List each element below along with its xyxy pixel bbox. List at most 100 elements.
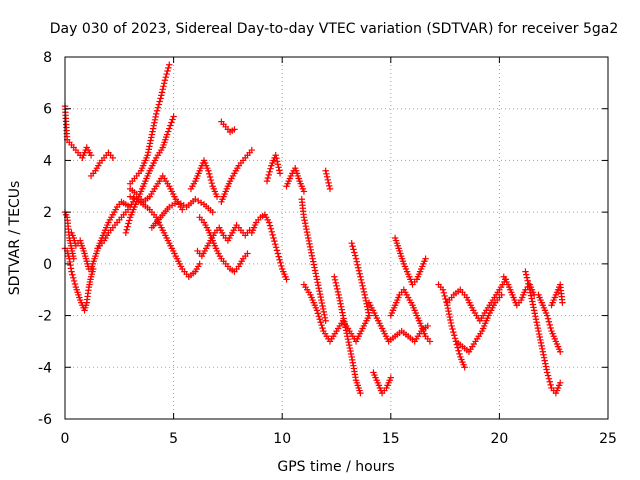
data-point [323, 173, 331, 181]
data-point [244, 250, 251, 257]
data-point [539, 348, 547, 355]
data-point [276, 170, 284, 177]
data-point [337, 303, 345, 310]
data-point [316, 290, 324, 298]
series-arc-v [322, 167, 334, 193]
series-arc-d [68, 229, 93, 273]
data-point [559, 299, 566, 306]
data-point [445, 310, 453, 318]
data-point [273, 247, 281, 254]
data-point [461, 364, 468, 371]
data-point [322, 317, 329, 324]
data-point [301, 220, 309, 227]
data-point [248, 146, 255, 154]
data-point [339, 312, 347, 319]
data-point [542, 360, 549, 367]
data-point [526, 286, 534, 293]
data-point [447, 319, 455, 327]
data-point [166, 125, 173, 132]
data-point [351, 249, 358, 256]
data-point [320, 308, 327, 316]
data-point [545, 318, 553, 325]
series-arc-ai [535, 291, 564, 355]
data-point [272, 241, 279, 248]
data-point [531, 310, 538, 317]
data-point [277, 259, 284, 267]
data-point [109, 154, 116, 162]
data-point [302, 222, 309, 230]
data-point [522, 271, 530, 278]
data-point [130, 194, 137, 202]
data-point [557, 379, 564, 386]
x-tick-label: 20 [490, 431, 508, 447]
data-point [271, 237, 278, 245]
data-point [321, 311, 328, 319]
data-point [455, 347, 462, 354]
data-point [160, 80, 168, 87]
data-point [272, 152, 279, 159]
data-point [325, 179, 332, 187]
data-point [314, 310, 322, 317]
data-point [274, 161, 282, 168]
data-point [353, 258, 360, 265]
data-point [524, 277, 531, 284]
x-tick-label: 15 [382, 431, 400, 447]
data-point [155, 101, 163, 108]
data-point [307, 246, 314, 254]
data-point [557, 348, 564, 355]
series-arc-g [94, 206, 132, 252]
data-point [209, 208, 216, 216]
data-point [335, 291, 342, 299]
data-point [207, 176, 215, 184]
data-point [522, 268, 529, 275]
data-point [441, 292, 448, 300]
data-point [326, 182, 333, 190]
series-arc-ab [391, 234, 429, 288]
data-point [87, 152, 95, 159]
grid [65, 57, 608, 419]
data-point [313, 273, 320, 280]
data-point [311, 264, 318, 271]
data-point [319, 302, 326, 310]
data-point [546, 321, 553, 329]
series-arc-f [87, 149, 116, 180]
data-point [534, 321, 541, 329]
data-point [365, 309, 372, 316]
data-point [319, 305, 327, 313]
data-point [274, 250, 282, 257]
data-point [439, 286, 447, 293]
data-point [322, 167, 329, 174]
data-point [267, 225, 275, 232]
data-point [426, 338, 434, 345]
data-point [309, 255, 316, 262]
series-arc-a [61, 102, 95, 162]
series-arc-aa [365, 299, 431, 345]
data-point [318, 296, 325, 304]
data-point [300, 214, 308, 221]
data-point [537, 336, 544, 344]
data-point [444, 304, 452, 312]
data-point [533, 319, 540, 326]
data-point [342, 324, 349, 331]
data-point [162, 73, 169, 81]
data-point [539, 345, 546, 353]
series-arc-z [370, 369, 394, 397]
data-point [544, 372, 552, 379]
series-arc-ah [522, 268, 564, 397]
data-point [542, 363, 550, 370]
data-point [305, 237, 313, 245]
series-arc-aj [548, 281, 566, 309]
data-point [301, 217, 308, 224]
data-point [323, 170, 330, 177]
data-point [343, 330, 350, 337]
data-point [315, 285, 323, 292]
data-point [339, 309, 346, 316]
data-point [543, 312, 551, 319]
series-arc-x [331, 273, 364, 397]
data-point [359, 282, 366, 290]
data-point [362, 294, 369, 302]
x-tick-label: 25 [599, 431, 617, 447]
data-point [354, 261, 361, 268]
data-point [456, 350, 463, 358]
y-tick-label: -6 [38, 412, 52, 428]
